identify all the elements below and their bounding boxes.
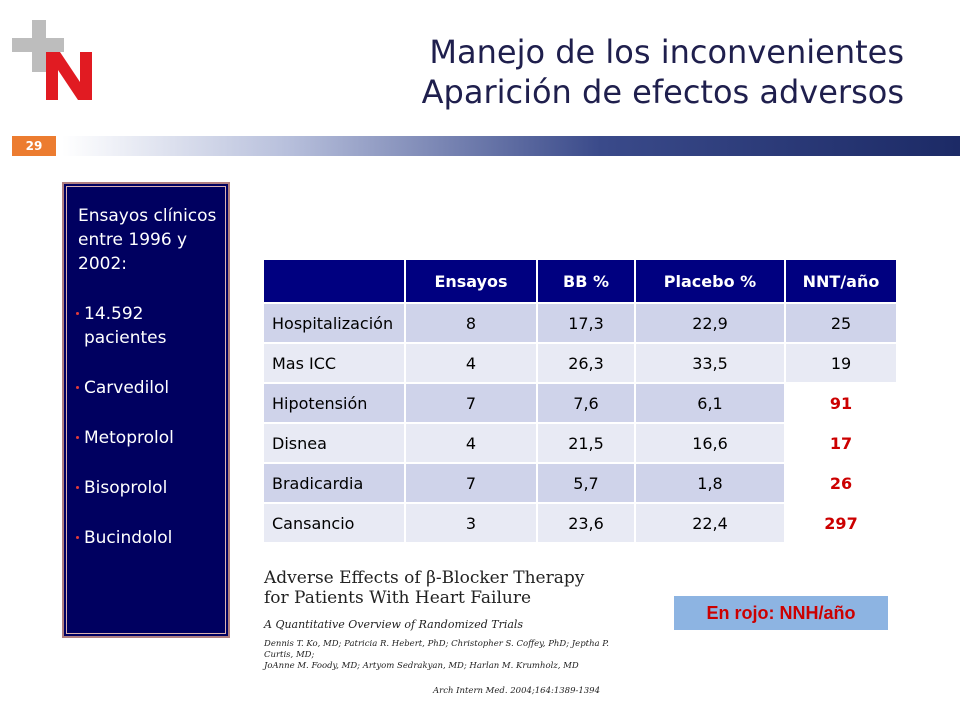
bullet-icon xyxy=(76,536,79,539)
table-row: Cansancio 3 23,6 22,4 297 xyxy=(262,502,898,544)
table-header-cell xyxy=(262,258,406,304)
reference-title: Adverse Effects of β-Blocker Therapy for… xyxy=(264,568,624,608)
bullet-icon xyxy=(76,312,79,315)
nnh-cell: 297 xyxy=(784,502,898,544)
sidebar-item: Bisoprolol xyxy=(76,476,218,500)
plus-n-logo-icon xyxy=(10,18,100,108)
sidebar-item-label: 14.592 pacientes xyxy=(84,304,167,348)
table-cell: 19 xyxy=(784,342,898,384)
reference-excerpt: Adverse Effects of β-Blocker Therapy for… xyxy=(264,568,624,696)
table-header-cell: Ensayos xyxy=(404,258,538,304)
table-cell: 7 xyxy=(404,382,538,424)
reference-subtitle: A Quantitative Overview of Randomized Tr… xyxy=(264,618,524,631)
bullet-icon xyxy=(76,486,79,489)
reference-title-line-2: for Patients With Heart Failure xyxy=(264,588,532,608)
reference-citation: Arch Intern Med. 2004;164:1389-1394 xyxy=(433,686,600,696)
title-line-2: Aparición de efectos adversos xyxy=(421,73,904,111)
sidebar-panel: Ensayos clínicos entre 1996 y 2002: 14.5… xyxy=(62,182,230,638)
table-cell: Hospitalización xyxy=(262,302,406,344)
sidebar-intro: Ensayos clínicos entre 1996 y 2002: xyxy=(78,206,217,274)
table-cell: 33,5 xyxy=(634,342,786,384)
table-cell: 23,6 xyxy=(536,502,636,544)
table-cell: Cansancio xyxy=(262,502,406,544)
sidebar-item: 14.592 pacientes xyxy=(76,302,218,350)
nnh-cell: 26 xyxy=(784,462,898,504)
sidebar-item: Metoprolol xyxy=(76,426,218,450)
table-cell: 22,9 xyxy=(634,302,786,344)
table-cell: 21,5 xyxy=(536,422,636,464)
sidebar-item-label: Bisoprolol xyxy=(84,478,168,498)
table-header-row: Ensayos BB % Placebo % NNT/año xyxy=(262,258,898,304)
table-header-cell: Placebo % xyxy=(634,258,786,304)
table-cell: 5,7 xyxy=(536,462,636,504)
table-row: Hospitalización 8 17,3 22,9 25 xyxy=(262,302,898,344)
table-row: Bradicardia 7 5,7 1,8 26 xyxy=(262,462,898,504)
nnh-cell: 91 xyxy=(784,382,898,424)
slide-number: 29 xyxy=(12,136,56,156)
table-row: Mas ICC 4 26,3 33,5 19 xyxy=(262,342,898,384)
table-cell: 8 xyxy=(404,302,538,344)
reference-title-line-1: Adverse Effects of β-Blocker Therapy xyxy=(264,568,585,588)
bullet-icon xyxy=(76,436,79,439)
sidebar-item-label: Bucindolol xyxy=(84,528,173,548)
adverse-effects-table: Ensayos BB % Placebo % NNT/año Hospitali… xyxy=(262,258,898,544)
table-cell: Mas ICC xyxy=(262,342,406,384)
sidebar-list: 14.592 pacientes Carvedilol Metoprolol B… xyxy=(76,302,218,550)
sidebar-item-label: Carvedilol xyxy=(84,378,170,398)
table-cell: 22,4 xyxy=(634,502,786,544)
table-cell: 3 xyxy=(404,502,538,544)
title-line-1: Manejo de los inconvenientes xyxy=(429,33,904,71)
table-row: Hipotensión 7 7,6 6,1 91 xyxy=(262,382,898,424)
table-cell: 6,1 xyxy=(634,382,786,424)
bullet-icon xyxy=(76,386,79,389)
table-cell: 25 xyxy=(784,302,898,344)
table-cell: 16,6 xyxy=(634,422,786,464)
table-cell: 7 xyxy=(404,462,538,504)
table-header-cell: BB % xyxy=(536,258,636,304)
table-row: Disnea 4 21,5 16,6 17 xyxy=(262,422,898,464)
sidebar-item: Bucindolol xyxy=(76,526,218,550)
nnh-cell: 17 xyxy=(784,422,898,464)
table-cell: 4 xyxy=(404,342,538,384)
nnh-note: En rojo: NNH/año xyxy=(674,596,888,630)
table-cell: 17,3 xyxy=(536,302,636,344)
table-header-cell: NNT/año xyxy=(784,258,898,304)
table-cell: 7,6 xyxy=(536,382,636,424)
title-bar xyxy=(62,136,960,156)
table-cell: 26,3 xyxy=(536,342,636,384)
table-cell: 1,8 xyxy=(634,462,786,504)
table-cell: Disnea xyxy=(262,422,406,464)
reference-authors-line-1: Dennis T. Ko, MD; Patricia R. Hebert, Ph… xyxy=(264,639,610,660)
reference-authors-line-2: JoAnne M. Foody, MD; Artyom Sedrakyan, M… xyxy=(264,661,579,671)
sidebar-item-label: Metoprolol xyxy=(84,428,174,448)
table-cell: 4 xyxy=(404,422,538,464)
reference-authors: Dennis T. Ko, MD; Patricia R. Hebert, Ph… xyxy=(264,639,624,672)
sidebar-item: Carvedilol xyxy=(76,376,218,400)
table-cell: Hipotensión xyxy=(262,382,406,424)
table-cell: Bradicardia xyxy=(262,462,406,504)
page-title: Manejo de los inconvenientes Aparición d… xyxy=(422,32,904,112)
